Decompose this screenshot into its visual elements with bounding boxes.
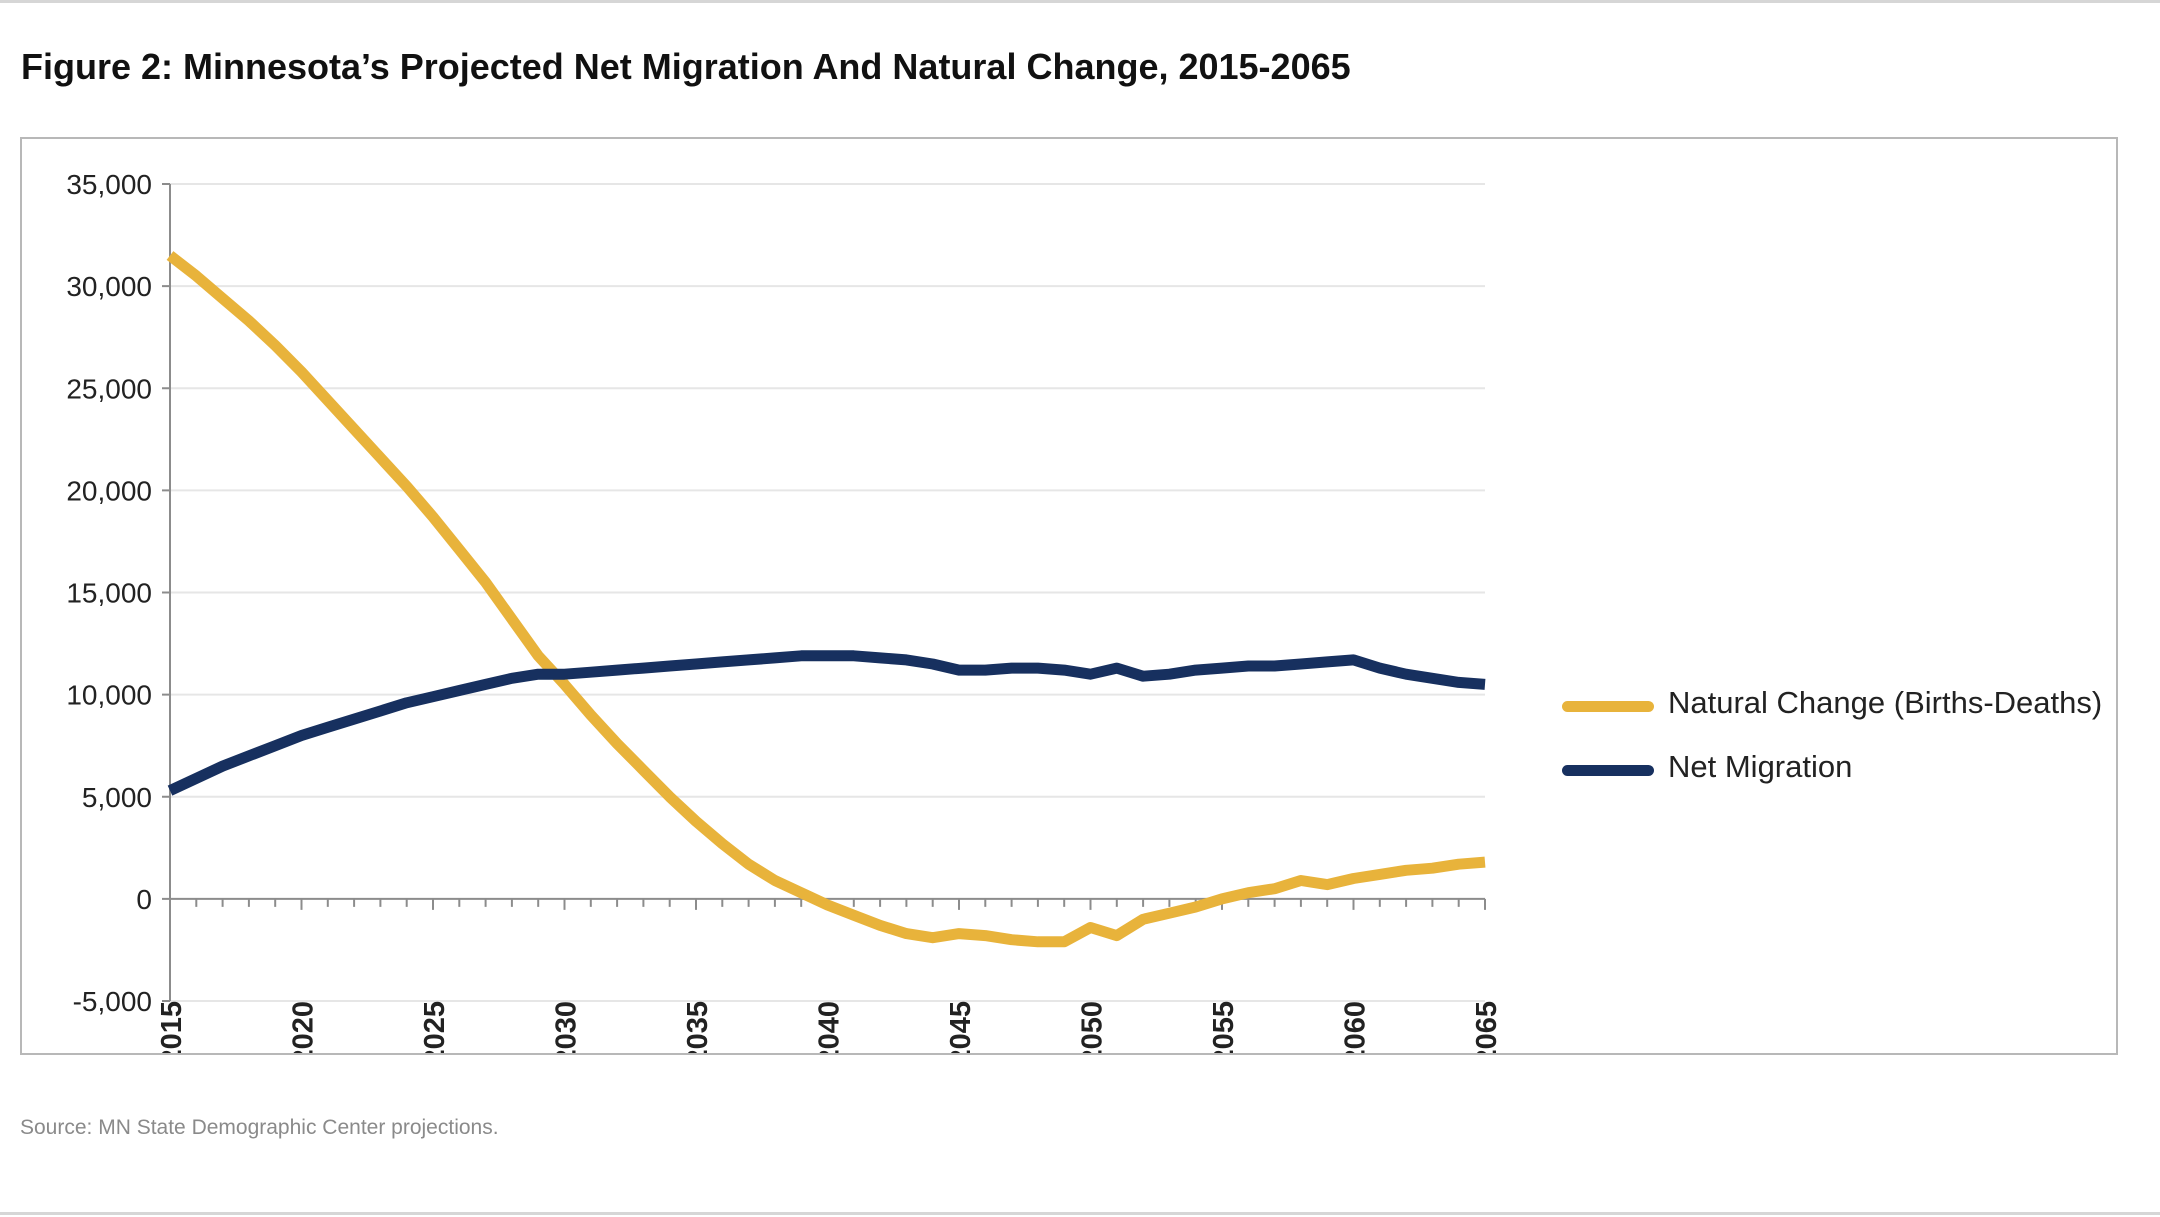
figure-title: Figure 2: Minnesota’s Projected Net Migr… (21, 46, 1351, 87)
tick-labels: -5,000 0 5,000 10,000 15,000 20,000 25,000 30,0… (66, 169, 1503, 1053)
x-tick-label-10: 2065 (1471, 1001, 1503, 1053)
y-tick-label-4: 15,000 (66, 578, 152, 609)
x-tick-label-5: 2040 (814, 1001, 846, 1053)
y-tick-label-5: 20,000 (66, 475, 152, 506)
y-tick-label-2: 5,000 (82, 782, 152, 813)
series-line-natural-change (166, 251, 1486, 948)
x-tick-label-4: 2035 (682, 1001, 714, 1053)
x-tick-label-2: 2025 (419, 1001, 451, 1053)
series-line-net-migration (167, 650, 1486, 796)
legend-label-net-migration: Net Migration (1668, 749, 1853, 784)
bottom-divider (0, 1212, 2160, 1215)
y-tick-label-0: -5,000 (73, 986, 152, 1017)
axes (162, 183, 1486, 1002)
y-tick-label-6: 25,000 (66, 373, 152, 404)
x-tick-label-8: 2055 (1208, 1001, 1240, 1053)
y-tick-label-1: 0 (136, 884, 152, 915)
legend-swatch-natural-change (1562, 701, 1654, 712)
y-tick-label-7: 30,000 (66, 271, 152, 302)
chart-frame: -5,000 0 5,000 10,000 15,000 20,000 25,000 30,0… (20, 137, 2118, 1055)
x-tick-label-7: 2050 (1077, 1001, 1109, 1053)
x-tick-label-6: 2045 (945, 1001, 977, 1053)
gridlines (170, 183, 1485, 1002)
x-tick-label-0: 2015 (156, 1001, 188, 1053)
x-tick-label-1: 2020 (288, 1001, 320, 1053)
y-tick-label-3: 10,000 (66, 680, 152, 711)
line-chart: -5,000 0 5,000 10,000 15,000 20,000 25,000 30,0… (66, 169, 1503, 1053)
top-divider (0, 0, 2160, 3)
series-lines (166, 251, 1486, 948)
y-tick-label-8: 35,000 (66, 169, 152, 200)
x-tick-label-9: 2060 (1340, 1001, 1372, 1053)
legend-label-natural-change: Natural Change (Births-Deaths) (1668, 685, 2103, 720)
legend-swatch-net-migration (1562, 765, 1654, 776)
x-tick-label-3: 2030 (551, 1001, 583, 1053)
source-note: Source: MN State Demographic Center proj… (20, 1116, 499, 1139)
